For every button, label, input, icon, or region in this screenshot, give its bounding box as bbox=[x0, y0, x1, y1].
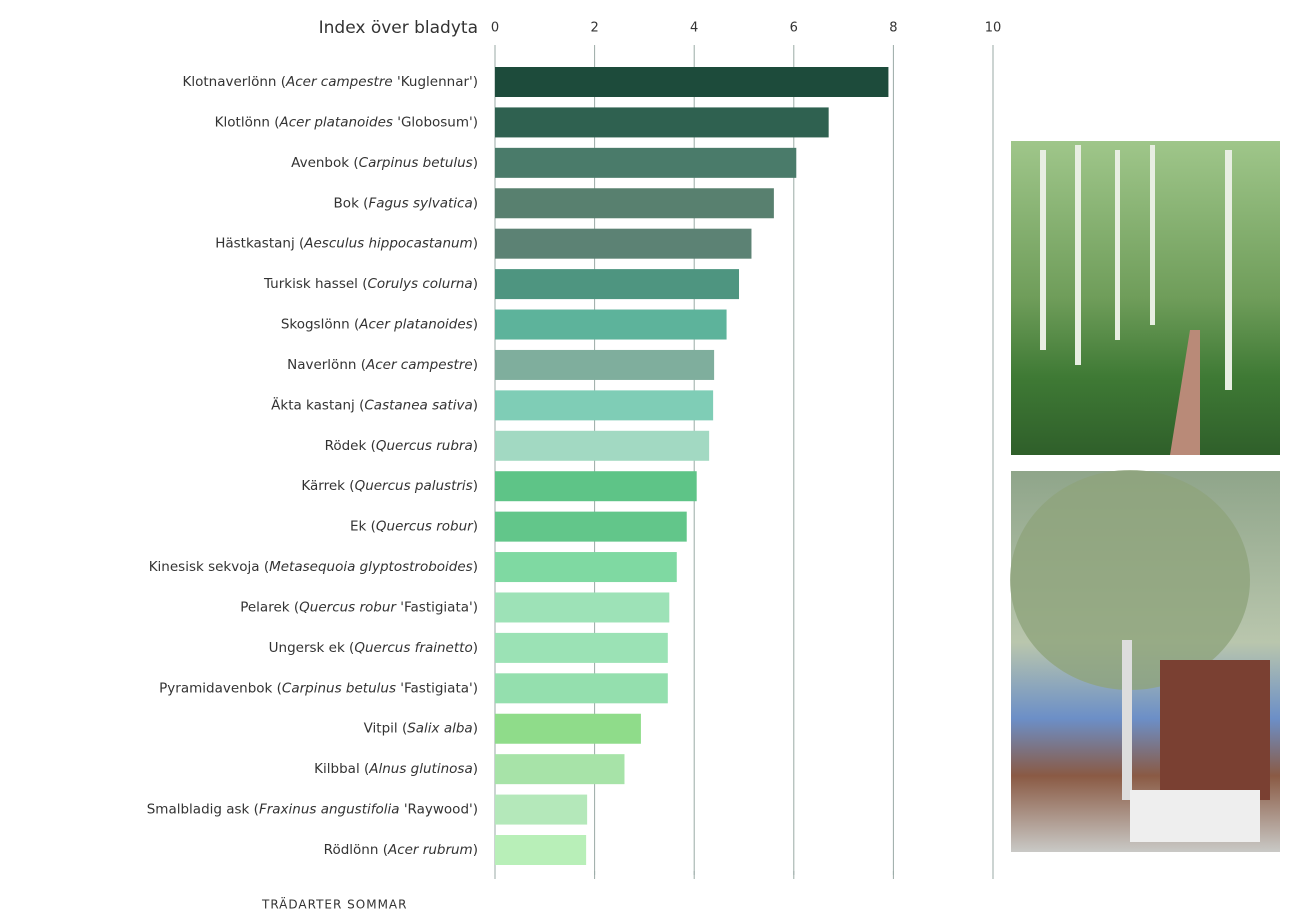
y-tick-label: Kärrek (Quercus palustris) bbox=[301, 478, 478, 494]
y-tick-label: Ungersk ek (Quercus frainetto) bbox=[269, 640, 478, 656]
bar bbox=[495, 390, 714, 421]
y-tick-label: Avenbok (Carpinus betulus) bbox=[291, 155, 478, 171]
photo bbox=[1011, 141, 1280, 455]
y-tick-label: Rödek (Quercus rubra) bbox=[325, 438, 478, 454]
y-tick-label: Kilbbal (Alnus glutinosa) bbox=[314, 761, 478, 777]
bar bbox=[495, 592, 670, 623]
x-tick-label: 0 bbox=[491, 21, 499, 36]
x-axis-label: TRÄDARTER SOMMAR bbox=[261, 897, 407, 912]
bar bbox=[495, 471, 697, 502]
x-tick-label: 8 bbox=[889, 21, 897, 36]
y-tick-label: Pyramidavenbok (Carpinus betulus 'Fastig… bbox=[159, 680, 478, 696]
bar bbox=[495, 754, 625, 785]
y-tick-label: Smalbladig ask (Fraxinus angustifolia 'R… bbox=[147, 802, 478, 818]
photo bbox=[1010, 470, 1280, 852]
y-tick-label: Pelarek (Quercus robur 'Fastigiata') bbox=[240, 599, 478, 615]
x-tick-label: 6 bbox=[790, 21, 798, 36]
y-tick-label: Klotnaverlönn (Acer campestre 'Kuglennar… bbox=[182, 74, 478, 90]
y-tick-label: Rödlönn (Acer rubrum) bbox=[324, 842, 478, 858]
bar bbox=[495, 552, 677, 583]
y-tick-label: Turkisk hassel (Corulys colurna) bbox=[263, 276, 478, 292]
bar bbox=[495, 713, 641, 744]
x-tick-label: 2 bbox=[590, 21, 598, 36]
bar bbox=[495, 349, 715, 380]
bar bbox=[495, 632, 668, 663]
y-tick-label: Skogslönn (Acer platanoides) bbox=[281, 317, 478, 333]
bar bbox=[495, 228, 752, 259]
bar bbox=[495, 67, 889, 97]
bar bbox=[495, 673, 668, 704]
bar bbox=[495, 309, 727, 340]
chart-title: Index över bladyta bbox=[319, 18, 478, 38]
y-tick-label: Vitpil (Salix alba) bbox=[364, 721, 478, 737]
bar bbox=[495, 269, 740, 300]
y-tick-label: Ek (Quercus robur) bbox=[350, 519, 478, 535]
y-tick-label: Naverlönn (Acer campestre) bbox=[287, 357, 478, 373]
bar bbox=[495, 107, 829, 138]
bar bbox=[495, 511, 687, 542]
y-tick-label: Hästkastanj (Aesculus hippocastanum) bbox=[215, 236, 478, 252]
x-tick-label: 4 bbox=[690, 21, 698, 36]
y-tick-label: Klotlönn (Acer platanoides 'Globosum') bbox=[215, 114, 478, 130]
bar bbox=[495, 147, 797, 178]
y-tick-label: Bok (Fagus sylvatica) bbox=[334, 195, 478, 211]
bar bbox=[495, 835, 587, 865]
bar bbox=[495, 188, 774, 219]
bar bbox=[495, 430, 710, 461]
y-tick-label: Äkta kastanj (Castanea sativa) bbox=[271, 395, 478, 413]
y-tick-label: Kinesisk sekvoja (Metasequoia glyptostro… bbox=[149, 559, 478, 575]
bar bbox=[495, 794, 588, 825]
x-tick-label: 10 bbox=[985, 21, 1002, 36]
